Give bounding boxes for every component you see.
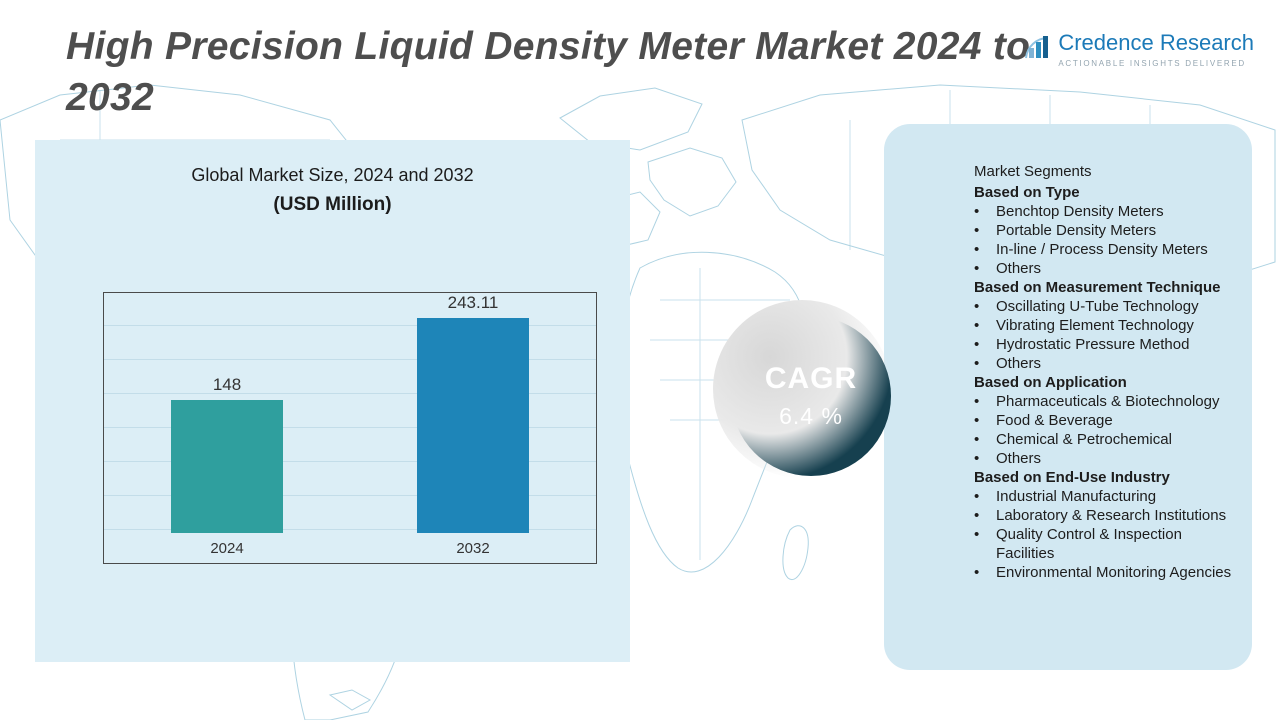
market-size-panel: Global Market Size, 2024 and 2032 (USD M… <box>35 140 630 662</box>
bar-chart: 148 2024 243.11 2032 <box>103 292 597 564</box>
segment-item-label: Chemical & Petrochemical <box>996 431 1172 448</box>
segment-item-label: Portable Density Meters <box>996 222 1157 239</box>
segment-group-heading: Based on End-Use Industry <box>974 469 1170 486</box>
segment-item: • Industrial Manufacturing <box>974 487 1236 506</box>
segment-item-label: Quality Control & Inspection Facilities <box>996 526 1182 562</box>
page-title: High Precision Liquid Density Meter Mark… <box>66 25 1031 119</box>
bullet-icon: • <box>974 222 980 239</box>
segment-item: • Others <box>974 354 1236 373</box>
segment-item-label: Hydrostatic Pressure Method <box>996 336 1190 353</box>
segment-item-label: Others <box>996 450 1042 467</box>
bullet-icon: • <box>974 412 980 429</box>
segment-item-label: Industrial Manufacturing <box>996 488 1157 505</box>
market-segments-panel: Market Segments Based on Type • Benchtop D… <box>884 124 1252 670</box>
segment-item-label: Environmental Monitoring Agencies <box>996 564 1232 581</box>
segment-item-label: Benchtop Density Meters <box>996 203 1164 220</box>
bullet-icon: • <box>974 260 980 277</box>
segment-item: • Benchtop Density Meters <box>974 202 1236 221</box>
segment-item: • Food & Beverage <box>974 411 1236 430</box>
segment-item-label: In-line / Process Density Meters <box>996 241 1208 258</box>
bar-column: 148 2024 <box>104 293 350 563</box>
brand-tagline: Actionable Insights Delivered <box>1058 59 1246 68</box>
segment-item-label: Laboratory & Research Institutions <box>996 507 1227 524</box>
logo-bars-icon <box>1025 36 1049 59</box>
cagr-value: 6.4 % <box>779 403 843 429</box>
segment-item: • Portable Density Meters <box>974 221 1236 240</box>
bar <box>417 318 529 534</box>
segment-group-heading: Based on Type <box>974 184 1080 201</box>
segment-item: • Vibrating Element Technology <box>974 316 1236 335</box>
segment-item: • Hydrostatic Pressure Method <box>974 335 1236 354</box>
chart-subtitle: (USD Million) <box>273 193 392 215</box>
chart-title-text: Global Market Size, 2024 and 2032 <box>191 165 474 185</box>
segment-item: • Pharmaceuticals & Biotechnology <box>974 392 1236 411</box>
bullet-icon: • <box>974 564 980 581</box>
chart-title: Global Market Size, 2024 and 2032 (USD M… <box>35 162 630 219</box>
segment-item: • Quality Control & Inspection Facilities <box>974 525 1236 563</box>
bullet-icon: • <box>974 488 980 505</box>
cagr-label: CAGR <box>764 362 858 395</box>
segment-item: • Oscillating U-Tube Technology <box>974 297 1236 316</box>
segment-item-label: Oscillating U-Tube Technology <box>996 298 1199 315</box>
segment-item: • Chemical & Petrochemical <box>974 430 1236 449</box>
bar-value-label: 243.11 <box>447 293 499 312</box>
segment-group-heading: Based on Measurement Technique <box>974 279 1221 296</box>
segment-item-label: Others <box>996 260 1042 277</box>
bullet-icon: • <box>974 526 980 543</box>
bar-category-label: 2032 <box>456 539 490 557</box>
segment-item-label: Vibrating Element Technology <box>996 317 1194 334</box>
segment-groups: Based on Type • Benchtop Density Meters • Po… <box>974 183 1236 582</box>
segment-group-heading: Based on Application <box>974 374 1127 391</box>
bar-category-label: 2024 <box>210 539 244 557</box>
segment-item-label: Food & Beverage <box>996 412 1113 429</box>
segment-item-label: Others <box>996 355 1042 372</box>
bullet-icon: • <box>974 336 980 353</box>
segments-title: Market Segments <box>974 163 1092 180</box>
bullet-icon: • <box>974 393 980 410</box>
bar-group: 148 2024 243.11 2032 <box>104 293 596 563</box>
bullet-icon: • <box>974 241 980 258</box>
bullet-icon: • <box>974 203 980 220</box>
bar-value-label: 148 <box>212 375 242 394</box>
segment-item: • Environmental Monitoring Agencies <box>974 563 1236 582</box>
bullet-icon: • <box>974 317 980 334</box>
bullet-icon: • <box>974 298 980 315</box>
cagr-badge: CAGR 6.4 % <box>713 300 891 478</box>
bullet-icon: • <box>974 355 980 372</box>
bullet-icon: • <box>974 507 980 524</box>
segment-item-label: Pharmaceuticals & Biotechnology <box>996 393 1220 410</box>
bullet-icon: • <box>974 431 980 448</box>
segment-item: • In-line / Process Density Meters <box>974 240 1236 259</box>
segment-item: • Laboratory & Research Institutions <box>974 506 1236 525</box>
brand-logo: Credence Research Actionable Insights De… <box>1024 30 1254 68</box>
bullet-icon: • <box>974 450 980 467</box>
bar <box>171 400 283 533</box>
segment-item: • Others <box>974 449 1236 468</box>
brand-name: Credence Research <box>1058 30 1254 55</box>
bar-column: 243.11 2032 <box>350 293 596 563</box>
segment-item: • Others <box>974 259 1236 278</box>
